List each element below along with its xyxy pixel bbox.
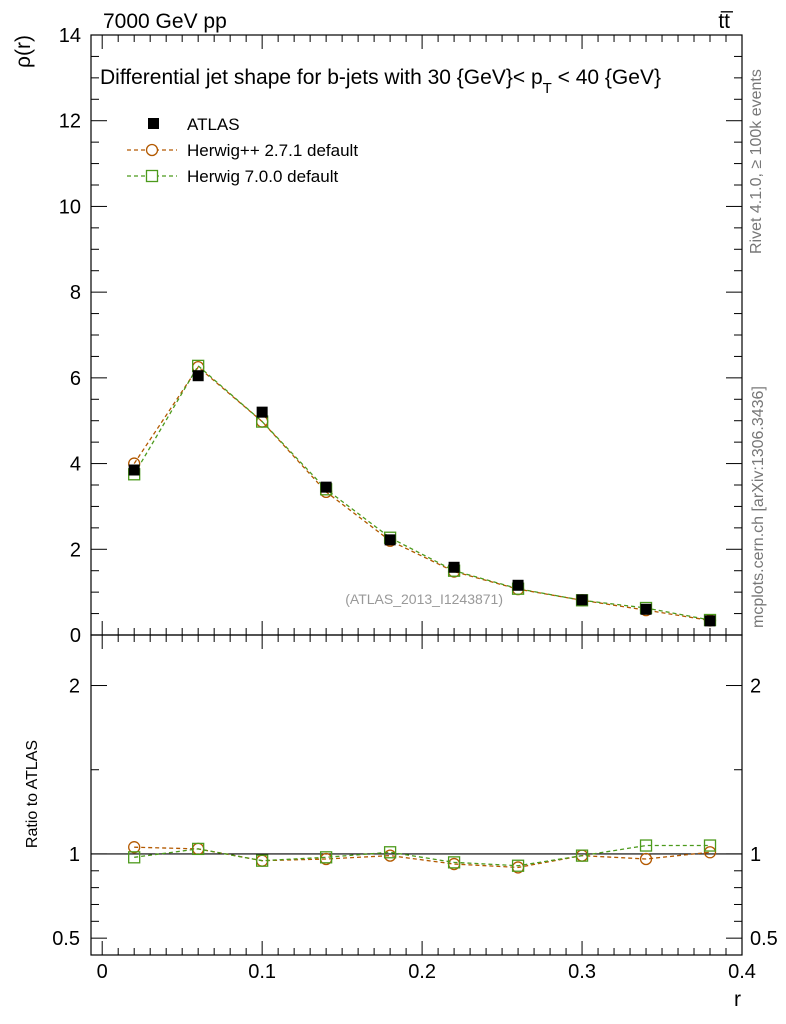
series-herwig7-line <box>133 364 711 621</box>
ratio-herwigpp-point <box>128 841 141 854</box>
ratio-herwig7-point <box>703 839 717 852</box>
legend-label-atlas: ATLAS <box>187 115 240 134</box>
ratio-herwig7-point <box>447 856 461 869</box>
ratio-herwig7-point <box>383 846 397 859</box>
ratio-tick-label: 0.5 <box>52 928 80 950</box>
series-atlas-point <box>448 561 460 573</box>
y-tick-label: 4 <box>70 454 81 476</box>
y-tick-label: 12 <box>59 111 81 133</box>
ratio-tick-label: 2 <box>69 676 80 698</box>
ratio-herwig7-point <box>128 851 141 864</box>
main-axis-ticks: 0 2 4 6 8 10 12 14 <box>59 25 743 647</box>
main-series <box>128 359 717 627</box>
series-atlas-point <box>192 370 204 382</box>
legend-marker-herwigpp <box>145 143 159 157</box>
ratio-tick-label-right: 2 <box>750 676 761 698</box>
x-tick-label: 0.3 <box>568 961 596 983</box>
plot-title-main: Differential jet shape for b-jets with 3… <box>100 66 543 89</box>
series-herwigpp-line <box>133 366 711 622</box>
x-tick-label: 0 <box>97 961 108 983</box>
ratio-tick-label-right: 1 <box>750 844 761 866</box>
ratio-herwig7-point <box>255 854 269 867</box>
rivet-label: Rivet 4.1.0, ≥ 100k events <box>748 69 765 254</box>
ratio-tick-label: 1 <box>69 844 80 866</box>
series-atlas-point <box>128 464 140 476</box>
plot-title-subscript: T <box>543 80 552 97</box>
ratio-tick-label-right: 0.5 <box>750 928 778 950</box>
ratio-herwig7-point <box>192 842 205 856</box>
ratio-herwig7-point <box>639 839 653 852</box>
ratio-series <box>128 839 717 874</box>
process-label: tt̅ <box>718 10 734 33</box>
ratio-herwig7-point <box>575 849 589 862</box>
ratio-herwig7-point <box>319 851 333 864</box>
series-atlas-point <box>384 534 396 546</box>
series-atlas-point <box>256 406 268 418</box>
legend-label-herwig7: Herwig 7.0.0 default <box>187 167 338 186</box>
ratio-plot-frame <box>90 634 743 956</box>
x-tick-label: 0.1 <box>248 961 276 983</box>
x-axis-label: r <box>734 988 741 1011</box>
energy-label: 7000 GeV pp <box>103 10 227 33</box>
x-tick-label: 0.4 <box>728 961 756 983</box>
series-atlas-point <box>320 481 332 493</box>
plot-title: Differential jet shape for b-jets with 3… <box>100 66 661 97</box>
ratio-herwig7-line <box>134 844 711 867</box>
mcplots-label: mcplots.cern.ch [arXiv:1306.3436] <box>750 386 767 628</box>
plot-title-tail: < 40 {GeV} <box>552 66 661 89</box>
ratio-axis-ticks: 0 0.1 0.2 0.3 0.4 0.5 0.5 1 1 2 2 <box>52 635 778 983</box>
y-tick-label: 6 <box>70 368 81 390</box>
y-tick-label: 10 <box>59 196 81 218</box>
ratio-herwigpp-line <box>134 846 711 869</box>
ratio-herwigpp-point <box>703 846 717 859</box>
y-tick-label: 0 <box>70 625 81 647</box>
legend: ATLAS Herwig++ 2.7.1 default Herwig 7.0.… <box>127 115 358 186</box>
y-tick-label: 8 <box>70 282 81 304</box>
ratio-axis-label: Ratio to ATLAS <box>24 740 41 848</box>
series-atlas-point <box>640 603 652 615</box>
y-axis-label: ρ(r) <box>12 35 35 68</box>
series-atlas-point <box>512 579 524 591</box>
y-tick-label: 2 <box>70 539 81 561</box>
ratio-herwigpp-point <box>639 852 653 866</box>
ratio-herwig7-point <box>511 859 525 872</box>
legend-marker-herwig7 <box>145 169 159 183</box>
legend-marker-atlas <box>148 118 159 129</box>
y-tick-label: 14 <box>59 25 81 47</box>
analysis-label: (ATLAS_2013_I1243871) <box>345 591 503 607</box>
series-atlas-point <box>704 615 716 627</box>
series-atlas-point <box>576 594 588 606</box>
legend-label-herwigpp: Herwig++ 2.7.1 default <box>187 141 358 160</box>
x-tick-label: 0.2 <box>408 961 436 983</box>
